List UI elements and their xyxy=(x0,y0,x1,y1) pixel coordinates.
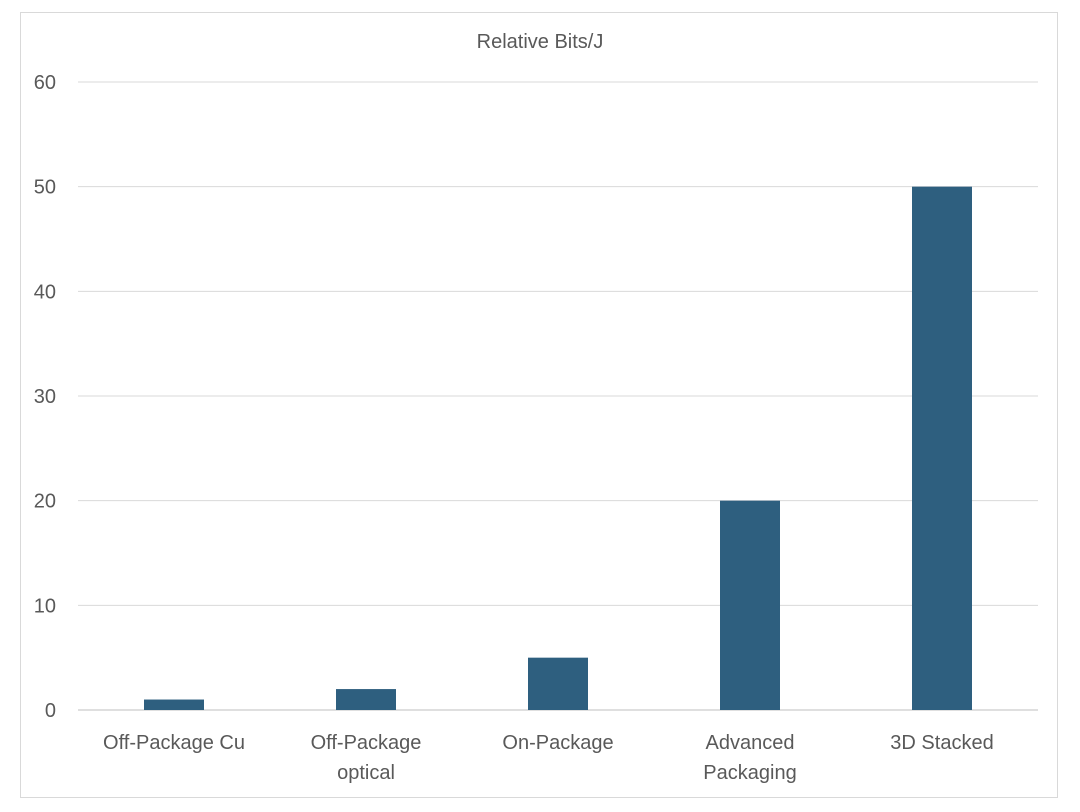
chart-title: Relative Bits/J xyxy=(477,31,604,53)
gridlines xyxy=(78,81,1038,711)
bars xyxy=(144,186,972,710)
x-tick-label: Off-Package Cu xyxy=(103,732,245,754)
bar xyxy=(912,186,972,710)
y-tick-label: 30 xyxy=(34,386,56,408)
x-tick-label: Advanced Packaging xyxy=(703,732,796,784)
bar xyxy=(144,699,204,710)
y-tick-label: 0 xyxy=(45,700,56,722)
y-tick-label: 20 xyxy=(34,491,56,513)
y-tick-label: 60 xyxy=(34,72,56,94)
y-tick-label: 10 xyxy=(34,595,56,617)
bar xyxy=(720,500,780,710)
y-tick-label: 50 xyxy=(34,177,56,199)
x-tick-label: 3D Stacked xyxy=(890,732,993,754)
y-axis: 0 10 20 30 40 50 60 xyxy=(34,72,56,722)
bar xyxy=(528,657,588,710)
bar xyxy=(336,689,396,710)
x-axis: Off-Package Cu Off-Package optical On-Packa… xyxy=(103,732,994,784)
y-tick-label: 40 xyxy=(34,281,56,303)
x-tick-label: On-Package xyxy=(502,732,613,754)
x-tick-label: Off-Package optical xyxy=(311,732,422,784)
